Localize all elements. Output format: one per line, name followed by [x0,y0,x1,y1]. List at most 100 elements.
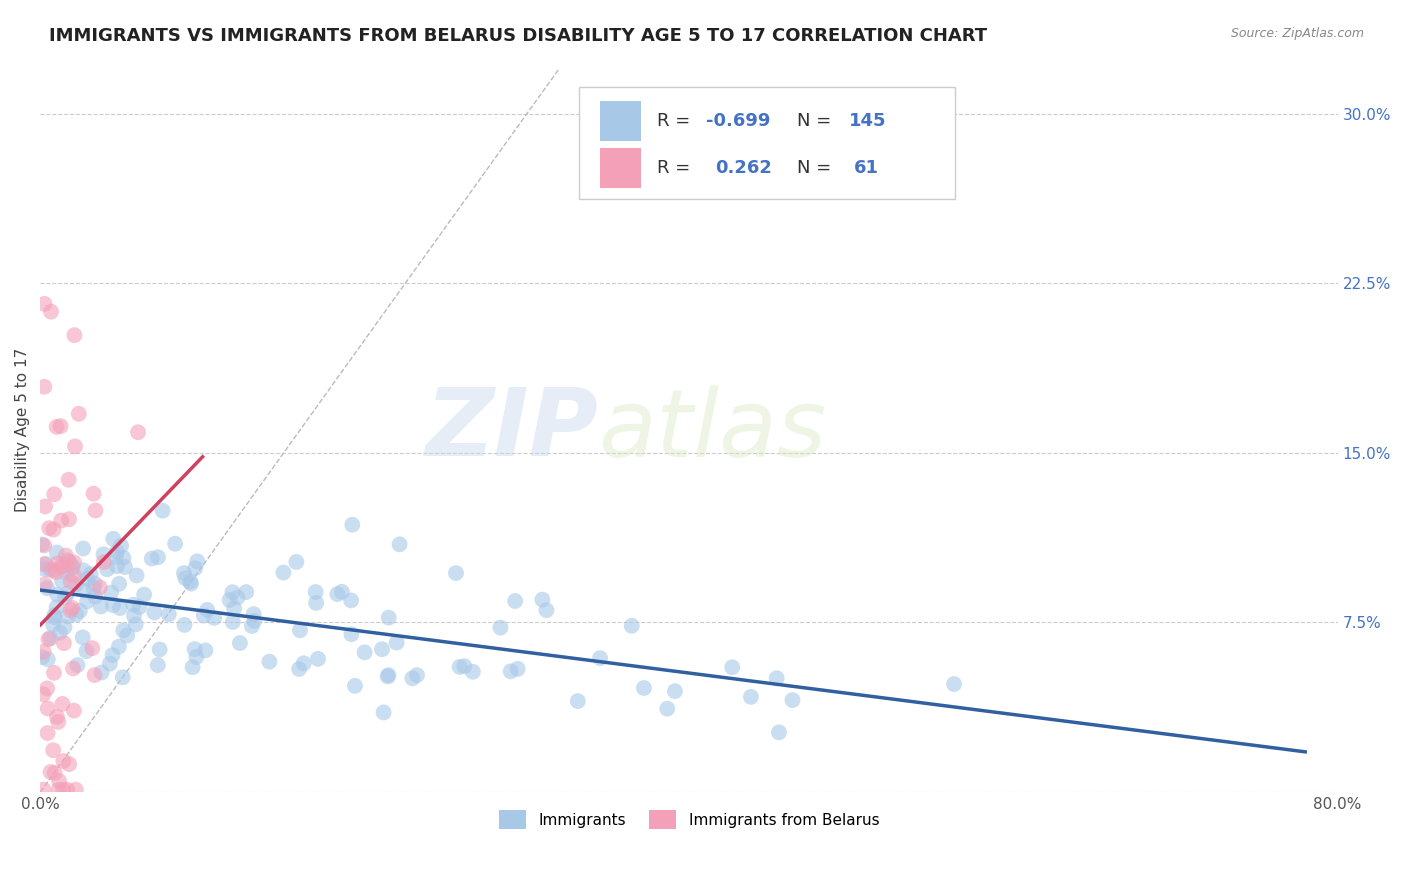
Point [143,606,166,620]
Point [117,628,139,642]
Point [105,559,128,574]
Point [39,563,62,577]
Point [69,604,91,618]
Point [173,566,195,580]
Point [44,610,66,624]
Point [93,555,115,569]
Point [377,669,399,683]
Point [59,574,82,589]
Point [42,665,65,680]
Point [104,549,127,564]
Point [32,538,55,552]
Point [96,562,118,576]
Point [39,631,62,645]
Point [62,561,84,575]
Point [44,487,66,501]
Point [128,600,150,615]
Point [65,607,87,622]
Point [60,601,83,615]
Point [340,627,363,641]
Point [371,642,394,657]
Point [461,665,484,679]
Point [146,550,169,565]
Point [32,645,55,659]
Point [273,566,295,580]
Point [202,611,225,625]
Point [52,782,75,797]
Point [39,304,62,318]
Point [39,764,62,779]
Point [45,565,67,579]
Point [45,420,67,434]
Point [633,681,655,695]
Point [49,419,72,434]
Point [489,621,512,635]
Point [73,583,96,598]
Point [114,560,136,574]
Point [385,635,408,649]
Point [620,619,643,633]
Point [63,328,86,343]
Point [141,551,163,566]
Point [31,537,53,551]
Point [59,603,82,617]
Point [100,585,122,599]
Point [101,598,124,612]
Y-axis label: Disability Age 5 to 17: Disability Age 5 to 17 [15,348,30,512]
Point [111,670,134,684]
Point [388,537,411,551]
Point [226,591,249,605]
Point [108,601,131,615]
Point [49,559,72,574]
Point [235,585,257,599]
Point [531,592,554,607]
Point [330,584,353,599]
Point [46,588,69,602]
FancyBboxPatch shape [579,87,955,199]
Text: N =: N = [797,112,837,130]
Point [179,574,201,589]
Point [93,547,115,561]
Point [288,662,311,676]
Point [65,577,87,591]
Point [55,549,77,563]
Point [76,572,98,586]
Point [46,557,69,571]
Point [373,706,395,720]
Point [45,545,67,559]
Point [63,556,86,570]
Point [65,782,87,797]
Point [62,661,84,675]
Point [66,658,89,673]
Point [38,521,60,535]
Text: 61: 61 [853,159,879,177]
Point [664,684,686,698]
Point [567,694,589,708]
Point [943,677,966,691]
Point [721,660,744,674]
Point [76,594,98,608]
Point [134,588,156,602]
Point [184,561,207,575]
Point [536,603,558,617]
Point [173,618,195,632]
Point [82,581,104,595]
Point [90,599,112,614]
Point [84,576,107,591]
Point [72,631,94,645]
Point [55,566,77,580]
Point [259,655,281,669]
Point [326,587,349,601]
Point [32,687,55,701]
Point [84,503,107,517]
Point [782,693,804,707]
Point [221,585,243,599]
Text: R =: R = [657,112,696,130]
Point [34,562,56,576]
Point [37,701,59,715]
Point [44,608,66,623]
Point [174,571,197,585]
Point [34,500,56,514]
Point [37,681,59,696]
Point [194,643,217,657]
